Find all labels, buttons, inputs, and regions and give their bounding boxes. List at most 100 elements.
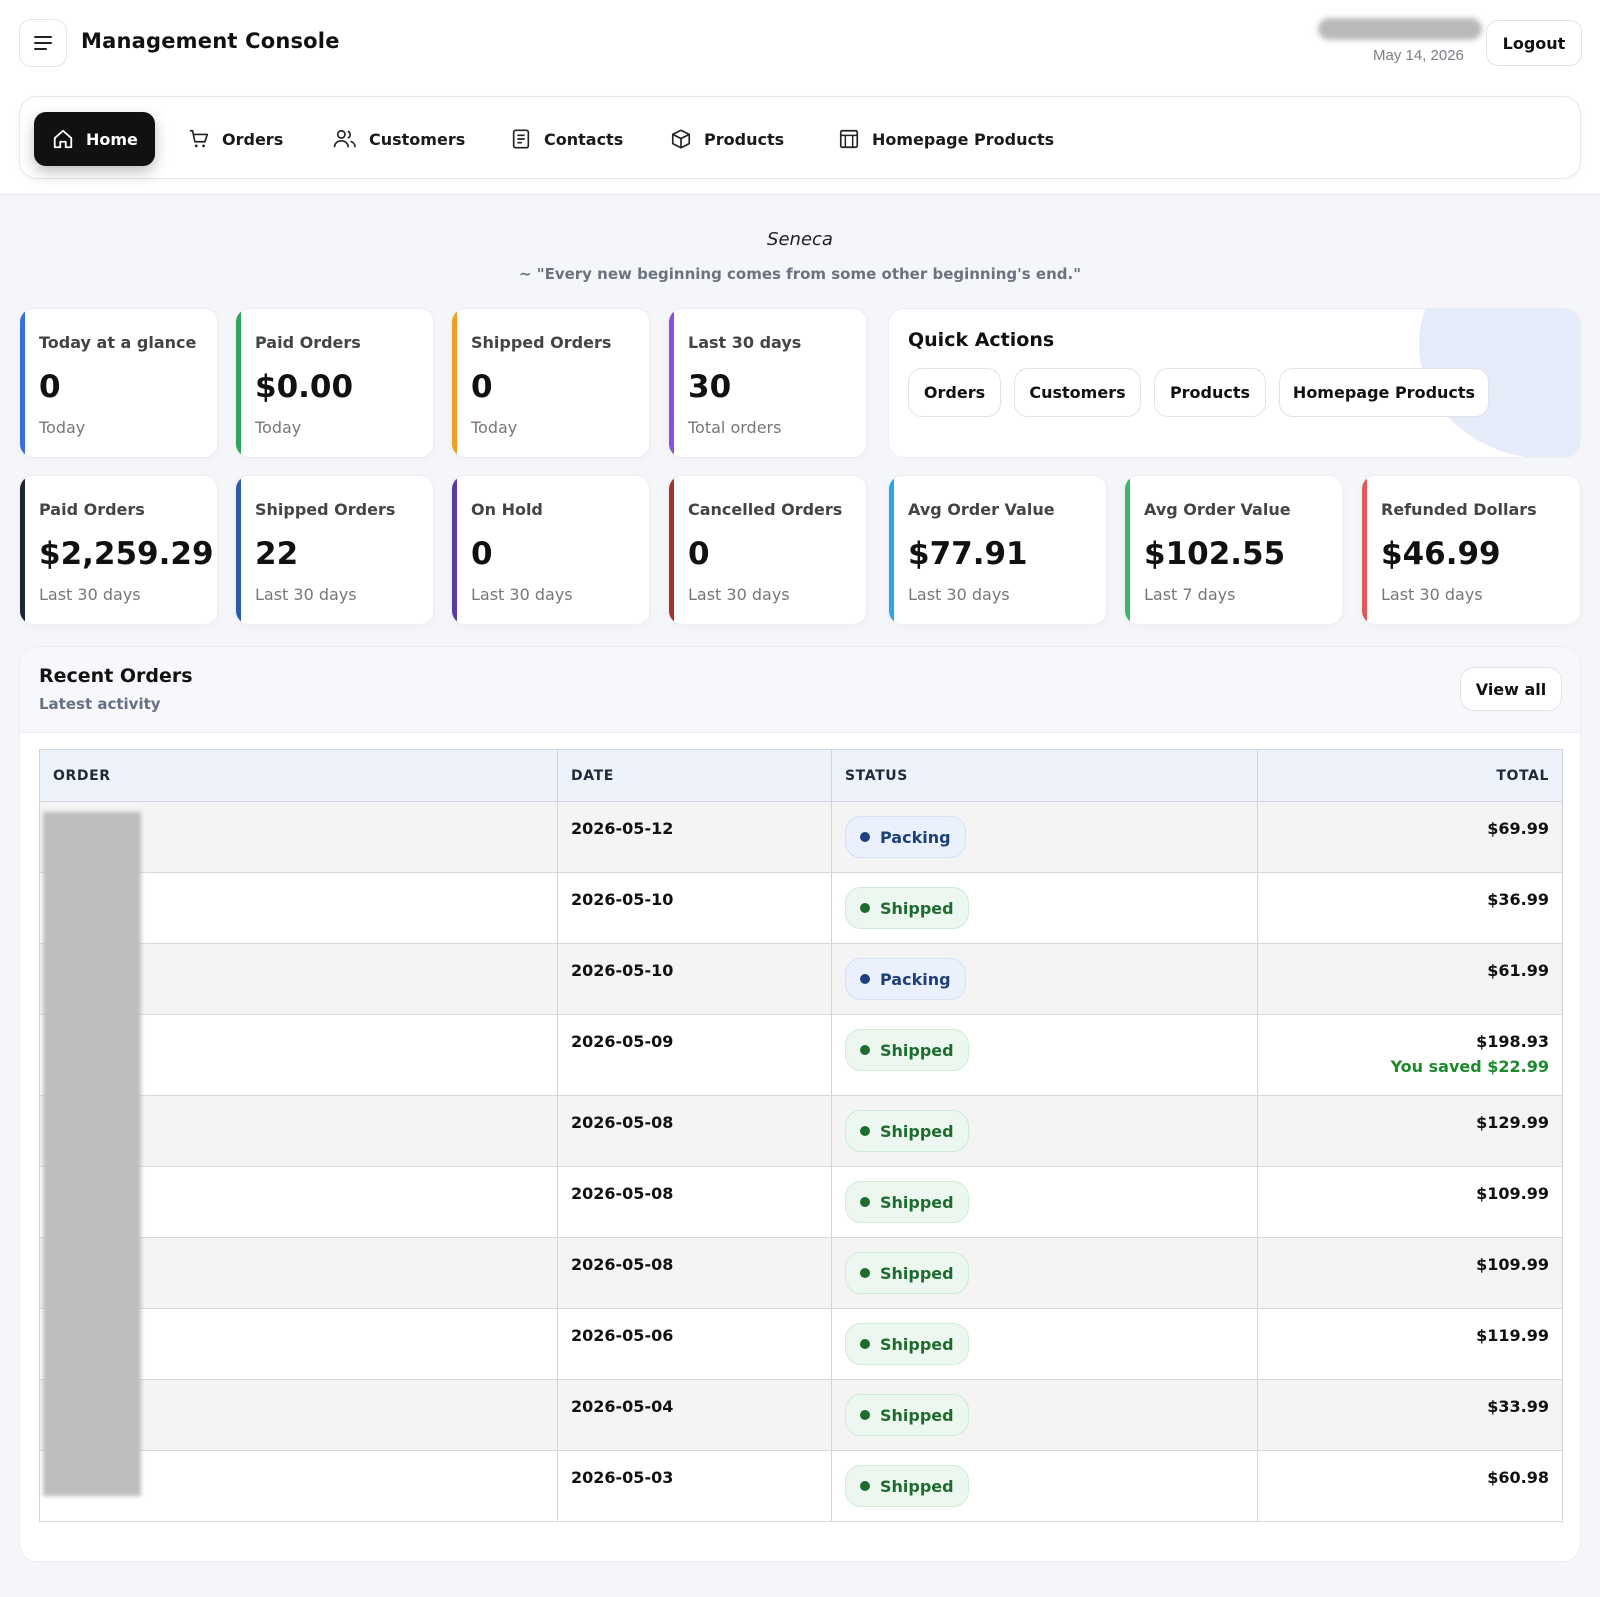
table-header-row: ORDER DATE STATUS TOTAL (39, 749, 1563, 802)
status-badge: Shipped (845, 1252, 969, 1294)
card-accent (20, 309, 25, 457)
status-badge: Packing (845, 816, 966, 858)
stat-card-shipped-orders: Shipped Orders 22 Last 30 days (235, 475, 434, 625)
status-badge: Shipped (845, 1029, 969, 1071)
nav-item-home[interactable]: Home (34, 112, 155, 166)
status-dot-icon (860, 1197, 870, 1207)
order-date-cell: 2026-05-06 (557, 1308, 832, 1380)
stat-value: $0.00 (255, 369, 354, 405)
quick-action-customers-button[interactable]: Customers (1014, 368, 1141, 417)
card-accent (1125, 476, 1130, 624)
orders-table: ORDER DATE STATUS TOTAL 2026-05-12 Packin… (39, 749, 1563, 1522)
stat-sub: Last 30 days (908, 585, 1010, 604)
order-status-cell: Packing (831, 943, 1258, 1015)
column-header-status[interactable]: STATUS (831, 749, 1258, 802)
stat-card-today: Today at a glance 0 Today (19, 308, 218, 458)
stat-card-paid-today: Paid Orders $0.00 Today (235, 308, 434, 458)
stat-sub: Last 30 days (688, 585, 790, 604)
order-status-cell: Shipped (831, 1308, 1258, 1380)
stat-sub: Total orders (688, 418, 782, 437)
quote-author: Seneca (767, 229, 833, 250)
status-badge: Shipped (845, 1110, 969, 1152)
order-status-cell: Shipped (831, 1095, 1258, 1167)
stat-sub: Today (255, 418, 302, 437)
status-label: Shipped (880, 1334, 954, 1354)
status-badge: Packing (845, 958, 966, 1000)
stat-card-avg-order-value-30: Avg Order Value $77.91 Last 30 days (888, 475, 1107, 625)
stat-label: Paid Orders (39, 500, 145, 519)
table-row[interactable]: 2026-05-06 Shipped $119.99 (39, 1308, 1563, 1380)
status-dot-icon (860, 1410, 870, 1420)
table-row[interactable]: 2026-05-10 Packing $61.99 (39, 943, 1563, 1015)
order-total-cell: $60.98 (1257, 1450, 1563, 1522)
table-row[interactable]: 2026-05-09 Shipped $198.93 You saved $22.99 (39, 1014, 1563, 1096)
home-icon (52, 128, 74, 150)
order-ids-redacted (43, 812, 141, 1496)
stat-label: Refunded Dollars (1381, 500, 1537, 519)
card-accent (20, 476, 25, 624)
order-date-cell: 2026-05-03 (557, 1450, 832, 1522)
status-dot-icon (860, 1339, 870, 1349)
nav-item-homepage-products[interactable]: Homepage Products (838, 112, 1054, 166)
order-total-cell: $129.99 (1257, 1095, 1563, 1167)
quick-actions-card: Quick Actions Orders Customers Products … (888, 308, 1581, 458)
table-row[interactable]: 2026-05-08 Shipped $109.99 (39, 1166, 1563, 1238)
user-name-redacted (1318, 18, 1482, 40)
table-row[interactable]: 2026-05-08 Shipped $129.99 (39, 1095, 1563, 1167)
stat-value: 30 (688, 369, 732, 405)
order-status-cell: Shipped (831, 1237, 1258, 1309)
card-accent (889, 476, 894, 624)
quick-action-products-button[interactable]: Products (1154, 368, 1266, 417)
table-row[interactable]: 2026-05-04 Shipped $33.99 (39, 1379, 1563, 1451)
order-total: $109.99 (1476, 1184, 1549, 1203)
status-label: Shipped (880, 1405, 954, 1425)
status-dot-icon (860, 1268, 870, 1278)
order-total: $69.99 (1487, 819, 1549, 838)
stat-value: $46.99 (1381, 536, 1501, 572)
order-total-cell: $109.99 (1257, 1237, 1563, 1309)
column-header-order[interactable]: ORDER (39, 749, 558, 802)
nav-item-orders[interactable]: Orders (188, 112, 283, 166)
order-id-cell[interactable] (39, 1450, 558, 1522)
table-row[interactable]: 2026-05-10 Shipped $36.99 (39, 872, 1563, 944)
order-total-cell: $69.99 (1257, 801, 1563, 873)
order-date-cell: 2026-05-04 (557, 1379, 832, 1451)
order-status-cell: Shipped (831, 1014, 1258, 1096)
nav-item-contacts[interactable]: Contacts (510, 112, 623, 166)
stat-label: Last 30 days (688, 333, 802, 352)
quick-actions-title: Quick Actions (908, 329, 1055, 351)
status-badge: Shipped (845, 887, 969, 929)
order-date-cell: 2026-05-08 (557, 1095, 832, 1167)
order-total-cell: $36.99 (1257, 872, 1563, 944)
order-date-cell: 2026-05-10 (557, 943, 832, 1015)
quick-action-homepage-products-button[interactable]: Homepage Products (1279, 368, 1489, 417)
table-row[interactable]: 2026-05-03 Shipped $60.98 (39, 1450, 1563, 1522)
status-label: Shipped (880, 898, 954, 918)
card-accent (452, 309, 457, 457)
stat-label: Today at a glance (39, 333, 197, 352)
nav-label: Customers (369, 129, 466, 149)
table-row[interactable]: 2026-05-12 Packing $69.99 (39, 801, 1563, 873)
nav-item-customers[interactable]: Customers (333, 112, 465, 166)
order-total: $129.99 (1476, 1113, 1549, 1132)
order-total: $36.99 (1487, 890, 1549, 909)
logout-button[interactable]: Logout (1486, 20, 1582, 66)
column-header-total[interactable]: TOTAL (1257, 749, 1563, 802)
nav-item-products[interactable]: Products (670, 112, 784, 166)
order-status-cell: Shipped (831, 872, 1258, 944)
status-dot-icon (860, 1045, 870, 1055)
quick-action-orders-button[interactable]: Orders (908, 368, 1001, 417)
column-header-date[interactable]: DATE (557, 749, 832, 802)
nav-label: Products (704, 129, 785, 149)
status-badge: Shipped (845, 1323, 969, 1365)
table-row[interactable]: 2026-05-08 Shipped $109.99 (39, 1237, 1563, 1309)
order-date-cell: 2026-05-08 (557, 1237, 832, 1309)
app-header: Management Console May 14, 2026 Logout H… (0, 0, 1600, 195)
status-label: Shipped (880, 1040, 954, 1060)
menu-toggle-button[interactable] (19, 19, 67, 67)
stat-sub: Last 30 days (255, 585, 357, 604)
view-all-button[interactable]: View all (1460, 667, 1562, 711)
nav-label: Contacts (544, 129, 624, 149)
order-status-cell: Shipped (831, 1450, 1258, 1522)
stat-card-on-hold: On Hold 0 Last 30 days (451, 475, 650, 625)
